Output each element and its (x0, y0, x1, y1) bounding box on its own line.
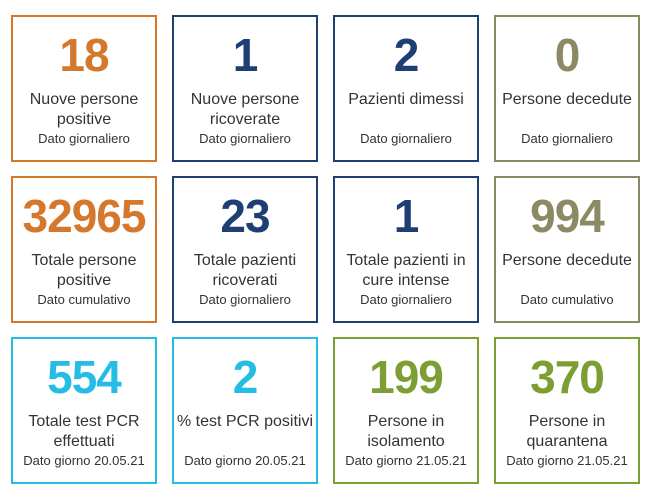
card-subtitle: Dato giornaliero (360, 292, 452, 307)
card-label: Pazienti dimessi (348, 91, 464, 108)
card-pcr-tests: 554 Totale test PCR effettuati Dato gior… (11, 337, 157, 484)
card-quarantine: 370 Persone in quarantena Dato giorno 21… (494, 337, 640, 484)
card-label: Totale pazienti ricoverati (193, 252, 297, 289)
card-label: Totale pazienti in cure intense (346, 252, 466, 289)
card-deceased-daily: 0 Persone decedute Dato giornaliero (494, 15, 640, 162)
card-new-hospitalized: 1 Nuove persone ricoverate Dato giornali… (172, 15, 318, 162)
card-total-hospitalized: 23 Totale pazienti ricoverati Dato giorn… (172, 176, 318, 323)
card-pcr-positive-percent: 2 % test PCR positivi Dato giorno 20.05.… (172, 337, 318, 484)
card-value: 0 (554, 29, 581, 81)
card-subtitle: Dato giornaliero (38, 131, 130, 146)
card-discharged: 2 Pazienti dimessi Dato giornaliero (333, 15, 479, 162)
card-label: % test PCR positivi (176, 413, 314, 430)
stats-grid: 18 Nuove persone positive Dato giornalie… (11, 15, 640, 484)
card-subtitle: Dato giornaliero (521, 131, 613, 146)
card-value: 1 (393, 190, 420, 242)
card-subtitle: Dato giornaliero (199, 131, 291, 146)
card-label: Totale test PCR effettuati (28, 413, 140, 450)
card-value: 23 (220, 190, 270, 242)
card-value: 2 (393, 29, 420, 81)
card-subtitle: Dato giorno 20.05.21 (23, 453, 145, 468)
card-subtitle: Dato giornaliero (360, 131, 452, 146)
card-label: Nuove persone ricoverate (190, 91, 300, 128)
card-value: 1 (232, 29, 259, 81)
card-deceased-cumulative: 994 Persone decedute Dato cumulativo (494, 176, 640, 323)
card-subtitle: Dato giorno 21.05.21 (345, 453, 467, 468)
card-label: Persone in quarantena (526, 413, 608, 450)
card-value: 32965 (22, 190, 147, 242)
card-isolation: 199 Persone in isolamento Dato giorno 21… (333, 337, 479, 484)
card-label: Persone decedute (502, 252, 632, 269)
card-label: Persone decedute (502, 91, 632, 108)
card-subtitle: Dato cumulativo (37, 292, 131, 307)
card-total-positive: 32965 Totale persone positive Dato cumul… (11, 176, 157, 323)
card-value: 2 (232, 351, 259, 403)
card-label: Persone in isolamento (367, 413, 445, 450)
card-value: 18 (59, 29, 109, 81)
card-label: Nuove persone positive (29, 91, 139, 128)
card-subtitle: Dato giorno 21.05.21 (506, 453, 628, 468)
card-intensive-care: 1 Totale pazienti in cure intense Dato g… (333, 176, 479, 323)
card-subtitle: Dato giorno 20.05.21 (184, 453, 306, 468)
card-new-positive: 18 Nuove persone positive Dato giornalie… (11, 15, 157, 162)
card-value: 554 (47, 351, 122, 403)
card-value: 199 (369, 351, 444, 403)
card-value: 994 (530, 190, 605, 242)
card-value: 370 (530, 351, 605, 403)
card-label: Totale persone positive (31, 252, 137, 289)
card-subtitle: Dato cumulativo (520, 292, 614, 307)
card-subtitle: Dato giornaliero (199, 292, 291, 307)
